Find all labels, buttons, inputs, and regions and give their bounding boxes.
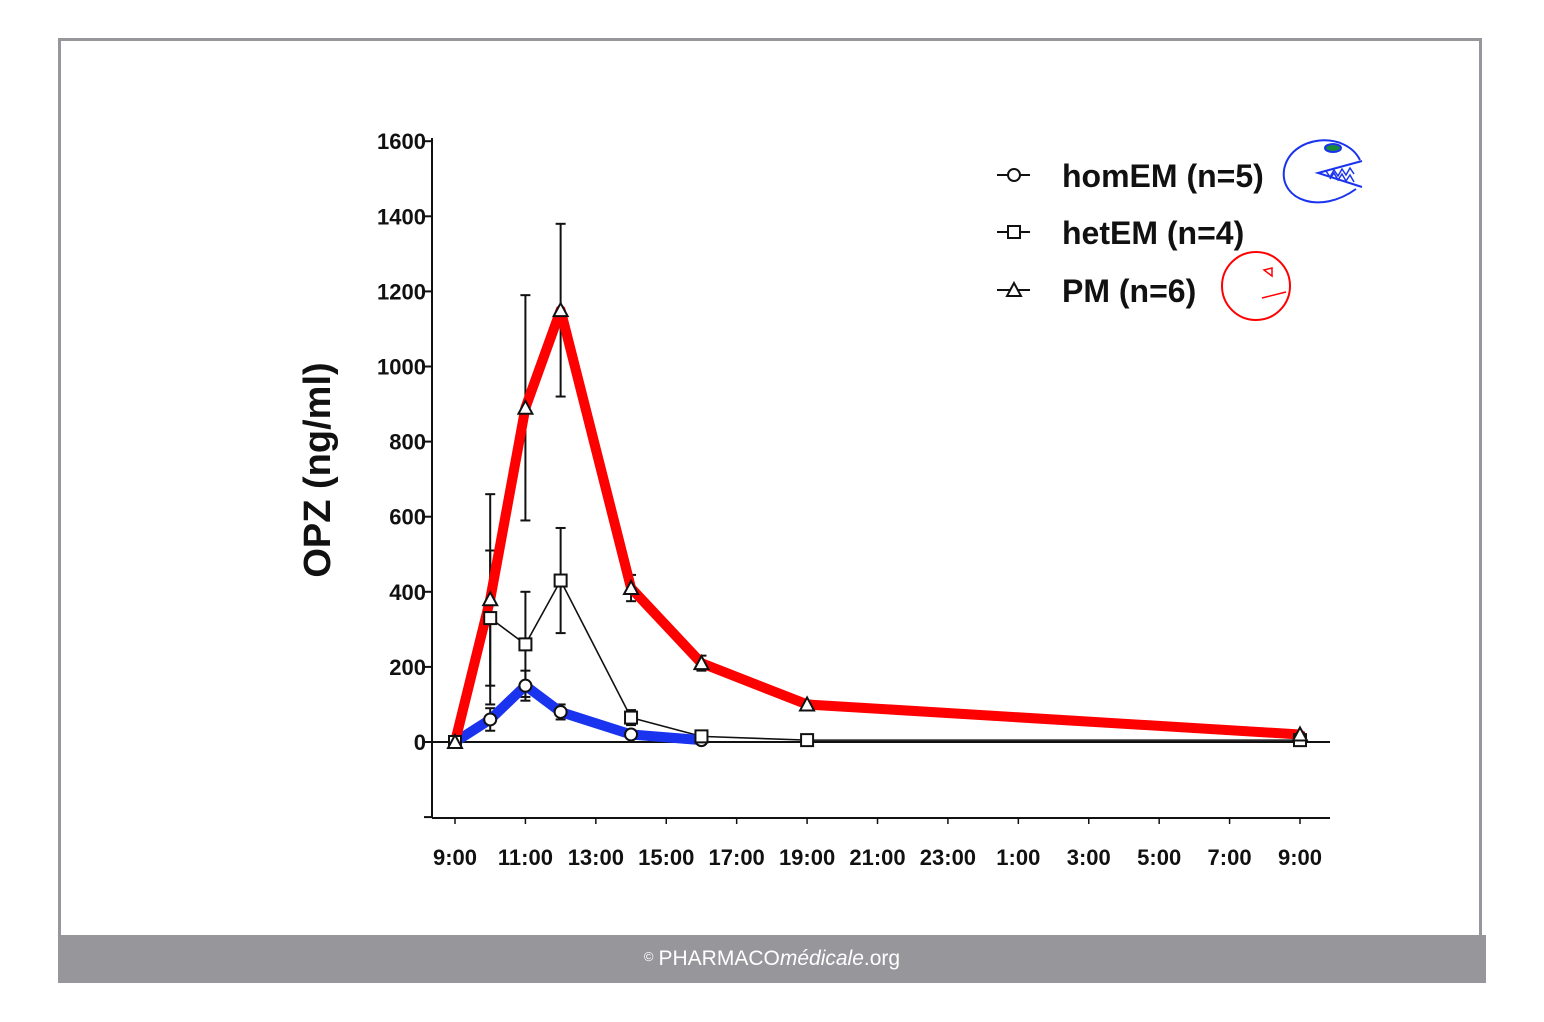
legend-marker-square [1007,225,1021,239]
brand-italic: médicale [779,947,864,970]
brand-tld: .org [863,947,901,970]
doodle-eye [1324,143,1342,153]
highlight-line [450,305,1305,747]
data-point-triangle [551,301,570,318]
x-tick-label: 1:00 [996,845,1040,870]
y-tick-label: 1000 [377,355,426,380]
data-point-circle [483,712,498,727]
x-tick-label: 17:00 [709,845,765,870]
x-tick-label: 9:00 [433,845,477,870]
legend-doodle-face [1221,251,1291,321]
data-point-circle [624,727,639,742]
brand-upper: PHARMACO [658,947,780,970]
y-tick-label: 1400 [377,204,426,229]
series-markers [446,301,1309,749]
data-point-triangle [798,695,816,712]
doodle-head [1282,139,1361,204]
copyright-symbol: © [643,948,654,964]
legend-doodle-face [1282,139,1363,204]
data-point-square [624,710,639,725]
x-tick-label: 3:00 [1067,845,1111,870]
x-tick-label: 21:00 [849,845,905,870]
highlight-lines [450,305,1305,747]
x-tick-label: 9:00 [1278,845,1322,870]
x-tick-label: 19:00 [779,845,835,870]
y-axis-label: OPZ (ng/ml) [297,362,339,577]
data-point-square [483,611,498,626]
data-point-square [553,573,568,588]
data-point-triangle [1291,725,1309,742]
doodle-teeth [1329,171,1355,183]
data-point-triangle [622,578,640,596]
y-tick-label: 0 [414,730,426,755]
y-tick-label: 800 [389,430,426,455]
x-tick-label: 13:00 [568,845,624,870]
data-point-square [800,733,815,748]
data-point-triangle [516,398,535,415]
axes: 0 200 400 600 800 1000 1200 1400 1600 9:00 11:00 13… [377,129,1330,870]
x-tick-label: 23:00 [920,845,976,870]
footer: © PHARMACO médicale .org [58,935,1486,983]
doodle-teeth [1325,166,1355,179]
legend-marker-circle [1007,168,1021,182]
chart-frame [58,38,1482,982]
y-tick-label: 200 [389,655,426,680]
x-tick-label: 7:00 [1208,845,1252,870]
y-tick-label: 600 [389,505,426,530]
legend-label: homEM (n=5) [1062,158,1264,194]
x-tick-label: 5:00 [1137,845,1181,870]
doodle-jaw [1314,160,1363,188]
doodle-head [1221,251,1291,321]
data-point-triangle [481,590,499,607]
x-tick-label: 15:00 [638,845,694,870]
doodle-eye [1262,267,1273,278]
data-point-triangle [692,654,711,671]
data-point-square [694,729,709,744]
y-tick-label: 400 [389,580,426,605]
data-point-circle [553,704,568,719]
y-axis-label-group: OPZ (ng/ml) [297,362,339,577]
y-tick-label: 1600 [377,129,426,154]
legend-label: PM (n=6) [1062,273,1196,309]
x-tick-label: 11:00 [498,845,553,870]
data-point-square [518,637,533,652]
legend: homEM (n=5) hetEM (n=4) PM (n=6) [997,139,1363,321]
legend-label: hetEM (n=4) [1062,215,1244,251]
doodle-mouth [1261,291,1287,299]
legend-marker-triangle [1005,280,1023,297]
y-tick-label: 1200 [377,279,426,304]
data-point-triangle [446,732,464,749]
data-point-circle [518,678,533,693]
